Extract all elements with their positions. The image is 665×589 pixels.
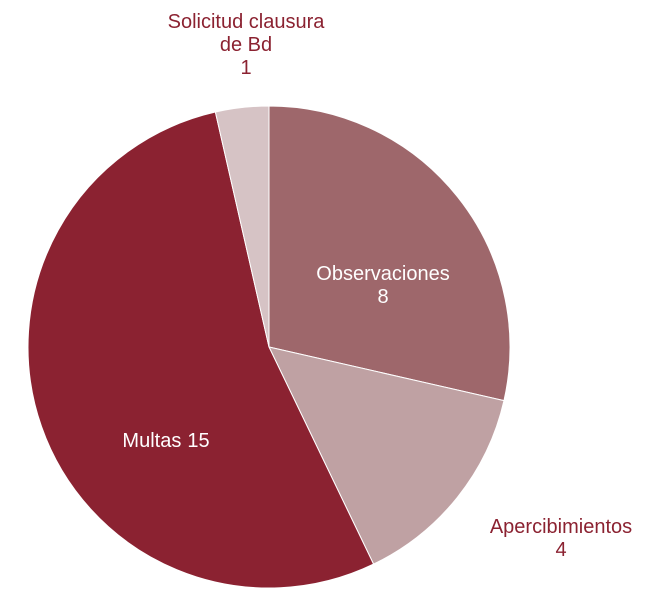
category-name: Solicitud clausura de Bd	[167, 11, 325, 56]
slice-label: Solicitud clausura de Bd 1	[166, 11, 326, 80]
category-name: Multas	[122, 430, 182, 452]
slice-label: Observaciones 8	[273, 263, 493, 309]
value-label: 1	[240, 57, 252, 79]
pie-slice	[268, 346, 505, 565]
pie-slice	[27, 111, 375, 589]
value-label: 4	[555, 539, 567, 561]
pie-slice	[268, 105, 511, 402]
category-name: Apercibimientos	[489, 516, 633, 538]
value-label: 15	[187, 430, 210, 452]
category-name: Observaciones	[316, 263, 450, 285]
slice-label: Apercibimientos 4	[451, 516, 665, 562]
slice-label: Multas 15	[122, 430, 209, 453]
pie-slice	[214, 105, 270, 348]
value-label: 8	[377, 286, 389, 308]
